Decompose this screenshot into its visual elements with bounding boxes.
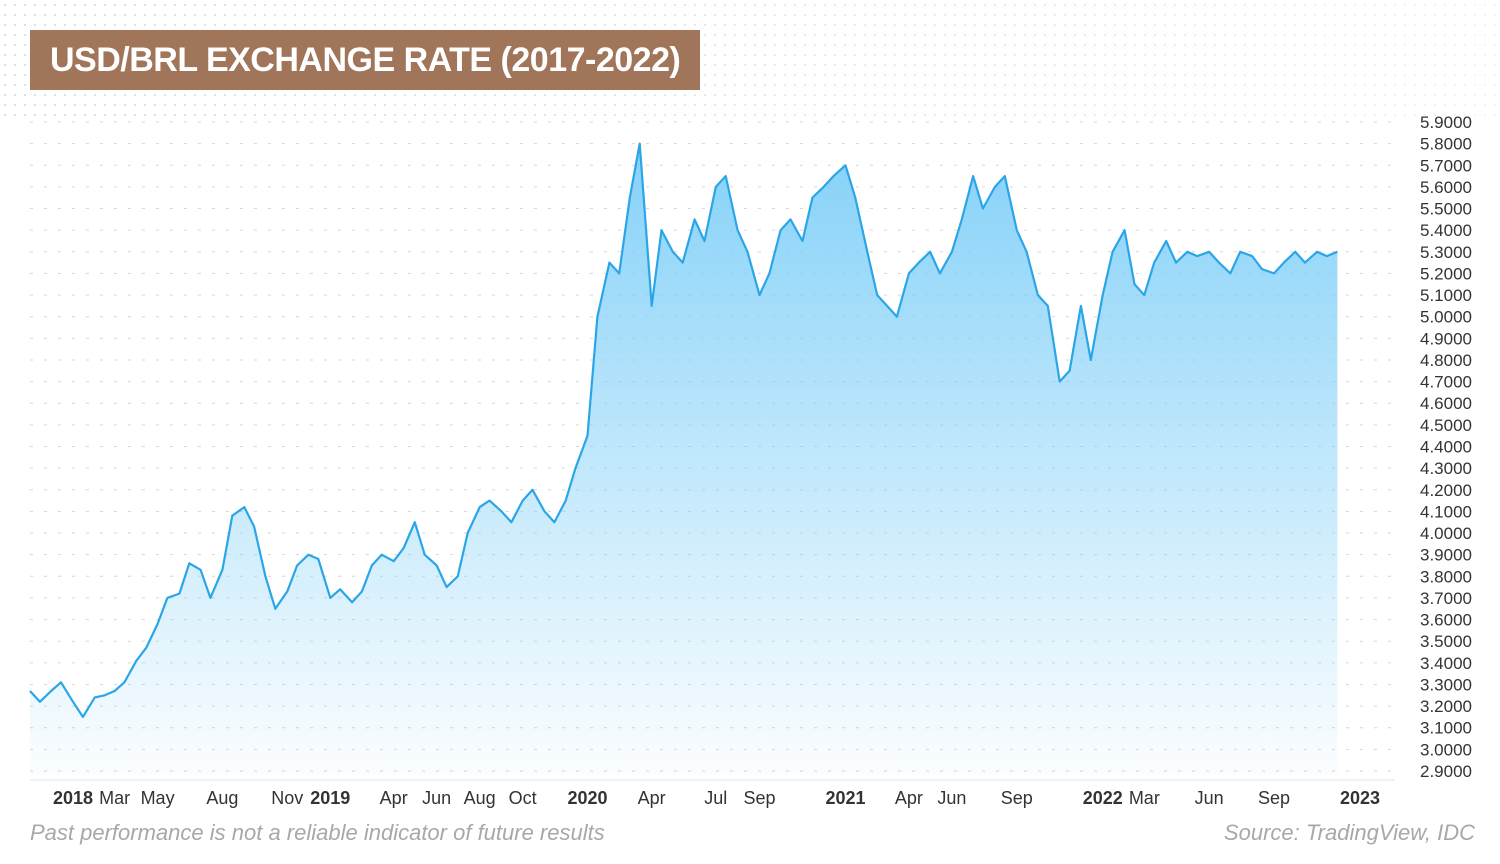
y-tick-label: 5.2000 xyxy=(1420,264,1472,283)
y-tick-label: 5.0000 xyxy=(1420,308,1472,327)
y-tick-label: 3.8000 xyxy=(1420,567,1472,586)
x-tick-label: Apr xyxy=(895,788,923,808)
x-tick-label: 2018 xyxy=(53,788,93,808)
x-tick-label: 2021 xyxy=(825,788,865,808)
x-axis-ticks: 2018 Mar May Aug Nov 2019 Apr Jun Aug Oct 2020 Apr J… xyxy=(53,788,1380,808)
x-tick-label: May xyxy=(141,788,175,808)
y-tick-label: 3.6000 xyxy=(1420,611,1472,630)
series-line xyxy=(29,142,1338,718)
y-tick-label: 5.5000 xyxy=(1420,200,1472,219)
x-tick-label: Sep xyxy=(1258,788,1290,808)
x-tick-label: Sep xyxy=(743,788,775,808)
y-tick-label: 5.1000 xyxy=(1420,286,1472,305)
y-tick-label: 5.9000 xyxy=(1420,113,1472,132)
x-tick-label: Aug xyxy=(206,788,238,808)
x-tick-label: 2023 xyxy=(1340,788,1380,808)
disclaimer-text: Past performance is not a reliable indic… xyxy=(30,820,605,845)
y-tick-label: 3.1000 xyxy=(1420,719,1472,738)
x-tick-label: Oct xyxy=(509,788,537,808)
x-tick-label: Apr xyxy=(638,788,666,808)
y-tick-label: 4.8000 xyxy=(1420,351,1472,370)
x-tick-label: Apr xyxy=(380,788,408,808)
y-tick-label: 5.4000 xyxy=(1420,221,1472,240)
x-tick-label: Mar xyxy=(99,788,130,808)
x-tick-label: Jun xyxy=(937,788,966,808)
y-tick-label: 4.2000 xyxy=(1420,481,1472,500)
y-tick-label: 4.3000 xyxy=(1420,459,1472,478)
y-tick-label: 4.7000 xyxy=(1420,373,1472,392)
y-tick-label: 4.5000 xyxy=(1420,416,1472,435)
y-tick-label: 4.6000 xyxy=(1420,394,1472,413)
y-tick-label: 3.5000 xyxy=(1420,632,1472,651)
y-tick-label: 3.7000 xyxy=(1420,589,1472,608)
y-tick-label: 3.0000 xyxy=(1420,740,1472,759)
x-tick-label: Jul xyxy=(704,788,727,808)
x-tick-label: 2019 xyxy=(310,788,350,808)
x-tick-label: Jun xyxy=(1195,788,1224,808)
y-tick-label: 3.9000 xyxy=(1420,546,1472,565)
x-tick-label: Jun xyxy=(422,788,451,808)
y-tick-label: 5.8000 xyxy=(1420,135,1472,154)
x-tick-label: Nov xyxy=(271,788,303,808)
x-tick-label: Mar xyxy=(1129,788,1160,808)
y-tick-label: 5.3000 xyxy=(1420,243,1472,262)
y-tick-label: 5.6000 xyxy=(1420,178,1472,197)
y-tick-label: 5.7000 xyxy=(1420,156,1472,175)
x-tick-label: Aug xyxy=(464,788,496,808)
x-tick-label: Sep xyxy=(1001,788,1033,808)
x-tick-label: 2022 xyxy=(1083,788,1123,808)
x-tick-label: 2020 xyxy=(567,788,607,808)
y-tick-label: 3.3000 xyxy=(1420,675,1472,694)
source-text: Source: TradingView, IDC xyxy=(1223,820,1475,845)
y-axis-ticks: 5.9000 5.8000 5.7000 5.6000 5.5000 5.4000 5.30… xyxy=(1420,113,1472,781)
chart-title: USD/BRL EXCHANGE RATE (2017-2022) xyxy=(30,30,701,90)
y-tick-label: 3.2000 xyxy=(1420,697,1472,716)
y-tick-label: 2.9000 xyxy=(1420,762,1472,781)
series-area xyxy=(30,143,1338,781)
y-tick-label: 4.9000 xyxy=(1420,329,1472,348)
y-tick-label: 4.0000 xyxy=(1420,524,1472,543)
y-tick-label: 3.4000 xyxy=(1420,654,1472,673)
y-tick-label: 4.1000 xyxy=(1420,502,1472,521)
y-tick-label: 4.4000 xyxy=(1420,438,1472,457)
